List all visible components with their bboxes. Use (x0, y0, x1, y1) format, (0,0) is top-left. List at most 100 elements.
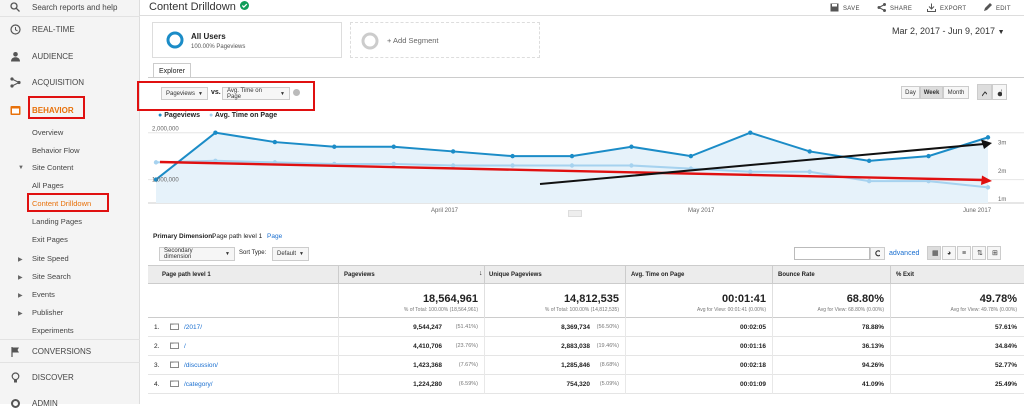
secondary-dimension-label: Secondary dimension (164, 248, 193, 260)
pageviews-point (985, 135, 991, 140)
table-view-comparison[interactable]: ⇅ (972, 246, 986, 260)
sidebar-search[interactable]: Search reports and help (0, 0, 140, 14)
table-row[interactable]: 1. /2017/9,544,247 (51.41%) 8,369,734 (56.50… (148, 318, 1024, 337)
row-bounce: 94.26% (861, 362, 884, 369)
behavior-icon (8, 103, 22, 117)
col-header-bounce[interactable]: Bounce Rate (778, 272, 815, 278)
sort-type-dropdown[interactable]: Default ▼ (272, 247, 309, 261)
sidebar-item-site-speed[interactable]: Site Speed (32, 254, 69, 263)
col-header-avg-time[interactable]: Avg. Time on Page (631, 272, 685, 278)
table-view-percentage[interactable]: ◕ (942, 246, 956, 260)
table-view-pivot[interactable]: ⊞ (987, 246, 1001, 260)
sidebar-item-audience[interactable]: AUDIENCE (0, 49, 140, 63)
pageviews-area (156, 132, 988, 203)
pageviews-point (213, 130, 218, 135)
sidebar-item-site-content[interactable]: Site Content (32, 163, 74, 172)
table-row[interactable]: 4. /category/1,224,280 (6.59%) 754,320 (5.09… (148, 375, 1024, 394)
motion-chart-toggle[interactable] (992, 84, 1007, 100)
table-search-input[interactable] (794, 247, 870, 260)
legend-pageviews: ● Pageviews (158, 112, 200, 119)
row-path[interactable]: /2017/ (184, 324, 203, 331)
vs-label: vs. (211, 89, 221, 96)
folder-icon (170, 361, 179, 370)
total-unique: 14,812,535 (563, 293, 619, 305)
sidebar-label-behavior: BEHAVIOR (32, 105, 74, 115)
sidebar-item-behavior[interactable]: BEHAVIOR (0, 103, 140, 117)
table-row[interactable]: 2. / 4,410,706 (23.76%) 2,883,038 (19.46%) 00:… (148, 337, 1024, 356)
avg-time-point (510, 163, 515, 168)
sidebar-item-overview[interactable]: Overview (32, 128, 64, 137)
row-unique: 8,369,734 (561, 324, 590, 331)
gear-icon (8, 396, 22, 410)
sidebar-item-behavior-flow[interactable]: Behavior Flow (32, 146, 80, 155)
table-view-performance[interactable]: ≡ (957, 246, 971, 260)
sidebar-item-site-search[interactable]: Site Search (32, 272, 71, 281)
advanced-filter-link[interactable]: advanced (889, 250, 920, 257)
sidebar-item-experiments[interactable]: Experiments (32, 326, 74, 335)
tab-explorer[interactable]: Explorer (153, 63, 191, 78)
comparison-icon: ⇅ (977, 250, 983, 257)
save-button[interactable]: SAVE (830, 3, 860, 14)
month-button[interactable]: Month (943, 86, 969, 99)
pageviews-point (272, 139, 278, 145)
page-dimension-link[interactable]: Page (267, 233, 283, 240)
date-range-picker[interactable]: Mar 2, 2017 - Jun 9, 2017 ▼ (892, 26, 1005, 36)
x-tick-label: May 2017 (688, 208, 715, 214)
sidebar-item-landing-pages[interactable]: Landing Pages (32, 217, 83, 226)
sidebar-item-all-pages[interactable]: All Pages (32, 181, 64, 190)
avg-time-point (748, 169, 753, 174)
sidebar-item-discover[interactable]: DISCOVER (0, 370, 140, 384)
pencil-icon (983, 3, 992, 14)
line-chart-toggle[interactable] (977, 84, 992, 100)
segment-all-users[interactable]: All Users 100.00% Pageviews (152, 22, 342, 58)
table-view-data[interactable]: ▦ (927, 246, 941, 260)
sidebar-item-realtime[interactable]: REAL-TIME (0, 22, 140, 36)
export-button[interactable]: EXPORT (927, 3, 966, 14)
row-pageviews: 9,544,247 (413, 324, 442, 331)
sidebar-item-conversions[interactable]: CONVERSIONS (0, 344, 140, 358)
col-header-pageviews[interactable]: Pageviews (344, 272, 375, 278)
verified-check-icon (239, 1, 249, 13)
add-segment-button[interactable]: + Add Segment (350, 22, 540, 58)
edit-button[interactable]: EDIT (983, 3, 1011, 14)
row-exit: 52.77% (994, 362, 1017, 369)
row-index: 4. (154, 381, 160, 388)
sidebar-item-content-drilldown[interactable]: Content Drilldown (32, 199, 92, 208)
metric1-dropdown[interactable]: Pageviews ▼ (161, 87, 208, 100)
annotation-red-arrowhead (981, 175, 992, 185)
row-path[interactable]: /discussion/ (184, 362, 218, 369)
share-button[interactable]: SHARE (877, 3, 912, 14)
secondary-dimension-dropdown[interactable]: Secondary dimension ▼ (159, 247, 235, 261)
total-pageviews: 18,564,961 (422, 293, 478, 305)
row-path[interactable]: / (184, 343, 186, 350)
remove-metric-icon[interactable] (293, 89, 300, 96)
search-icon (875, 249, 880, 256)
metric1-label: Pageviews (166, 90, 196, 97)
table-search-button[interactable] (870, 247, 885, 260)
sidebar-label-acquisition: ACQUISITION (32, 77, 85, 87)
pageviews-point (688, 153, 694, 159)
flag-icon (8, 344, 22, 358)
week-button[interactable]: Week (920, 86, 943, 99)
pageviews-point (153, 177, 159, 182)
sidebar-item-acquisition[interactable]: ACQUISITION (0, 75, 140, 89)
row-bounce: 41.09% (861, 381, 884, 388)
total-unique-sub: % of Total: 100.00% (14,812,535) (544, 307, 619, 313)
sidebar-item-admin[interactable]: ADMIN (0, 396, 140, 410)
col-header-exit[interactable]: % Exit (896, 272, 915, 278)
row-avg-time: 00:01:09 (739, 381, 766, 388)
sort-type-label: Sort Type: (239, 250, 267, 256)
col-header-unique[interactable]: Unique Pageviews (489, 272, 542, 278)
sidebar-item-publisher[interactable]: Publisher (32, 308, 64, 317)
metric2-dropdown[interactable]: Avg. Time on Page ▼ (222, 87, 290, 100)
day-button[interactable]: Day (901, 86, 920, 99)
sidebar-item-exit-pages[interactable]: Exit Pages (32, 235, 68, 244)
annotation-black-arrowhead (981, 139, 992, 149)
chart-resize-handle[interactable] (568, 210, 582, 217)
pivot-icon: ⊞ (992, 250, 998, 257)
pageviews-point (391, 144, 396, 149)
sidebar-item-events[interactable]: Events (32, 290, 55, 299)
row-path[interactable]: /category/ (184, 381, 213, 388)
table-row[interactable]: 3. /discussion/1,423,368 (7.67%) 1,285,846 (… (148, 356, 1024, 375)
col-header-path[interactable]: Page path level 1 (162, 272, 211, 278)
